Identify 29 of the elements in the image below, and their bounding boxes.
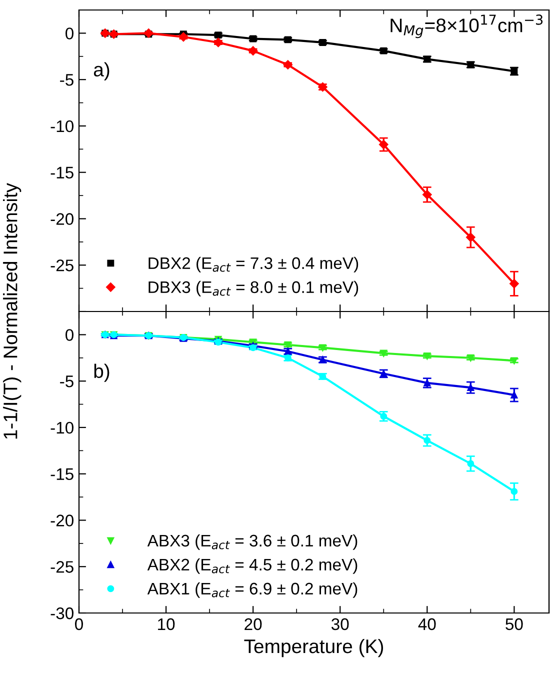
x-tick-label: 20 <box>244 618 262 630</box>
y-tick-label: -5 <box>60 376 74 388</box>
x-tick-label: 30 <box>331 618 349 630</box>
y-axis-title: 1-1/I(T) - Normalized Intensity <box>3 182 22 439</box>
x-tick-label: 0 <box>75 618 83 630</box>
y-tick-label: -15 <box>50 468 74 480</box>
legend-label: ABX1 (E$_{act}$ = 6.9 ± 0.2 meV) <box>147 582 358 598</box>
y-tick-label: -25 <box>50 561 74 573</box>
legend-label: DBX3 (E$_{act}$ = 8.0 ± 0.1 meV) <box>148 280 358 296</box>
legend-label: ABX2 (E$_{act}$ = 4.5 ± 0.2 meV) <box>147 558 358 574</box>
annotation: b) <box>94 364 110 382</box>
x-tick-label: 50 <box>506 618 523 630</box>
annotation: a) <box>94 62 110 80</box>
x-axis-title: Temperature (K) <box>244 638 384 658</box>
annotation: N$_{Mg}$=8×10$^{17}$cm$^{−3}$ <box>390 14 543 38</box>
legend-label: DBX2 (E$_{act}$ = 7.3 ± 0.4 meV) <box>148 256 358 272</box>
y-tick-label: -5 <box>60 74 74 86</box>
x-tick-label: 40 <box>418 618 436 630</box>
y-tick-label: -20 <box>50 514 74 526</box>
y-tick-label: -30 <box>50 607 74 620</box>
legend-label: ABX3 (E$_{act}$ = 3.6 ± 0.1 meV) <box>147 534 358 550</box>
y-tick-label: -20 <box>50 213 74 225</box>
y-tick-label: -15 <box>50 166 74 179</box>
x-tick-label: 10 <box>158 618 175 630</box>
y-tick-label: -10 <box>50 422 74 434</box>
y-tick-label: 0 <box>66 28 74 40</box>
y-tick-label: -10 <box>50 120 74 132</box>
y-tick-label: 0 <box>66 329 74 341</box>
y-tick-label: -25 <box>50 260 74 272</box>
